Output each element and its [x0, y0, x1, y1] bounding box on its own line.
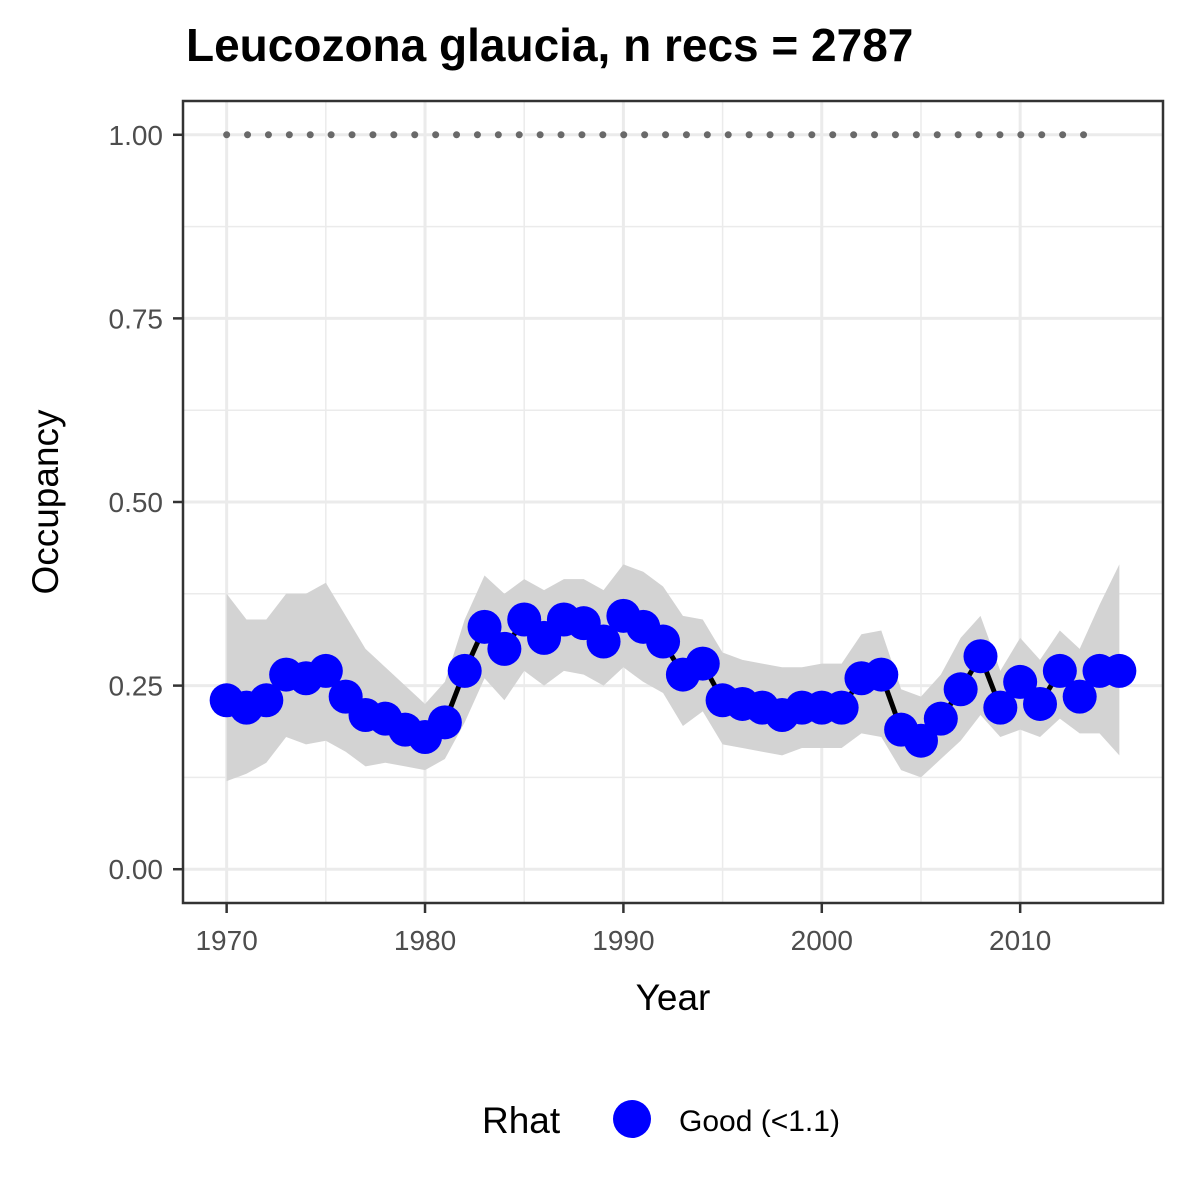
- data-point: [447, 653, 482, 688]
- data-point: [1003, 664, 1038, 699]
- y-tick-label: 1.00: [109, 120, 164, 151]
- data-point: [1042, 653, 1077, 688]
- x-axis-title: Year: [636, 977, 711, 1018]
- data-point: [983, 690, 1018, 725]
- y-tick-label: 0.50: [109, 487, 164, 518]
- data-point: [685, 646, 720, 681]
- legend-key: [613, 1100, 651, 1138]
- legend-label: Good (<1.1): [679, 1105, 840, 1138]
- x-tick-label: 1970: [195, 925, 257, 956]
- legend-title: Rhat: [482, 1100, 561, 1141]
- y-axis-title: Occupancy: [25, 409, 66, 595]
- y-tick-label: 0.00: [109, 854, 164, 885]
- x-tick-label: 1990: [592, 925, 654, 956]
- chart-title: Leucozona glaucia, n recs = 2787: [186, 19, 914, 71]
- data-point: [1062, 679, 1097, 714]
- data-point: [963, 639, 998, 674]
- legend: Rhat Good (<1.1): [482, 1100, 840, 1141]
- data-point: [646, 624, 681, 659]
- x-tick-label: 1980: [394, 925, 456, 956]
- y-tick-label: 0.75: [109, 303, 164, 334]
- data-point: [923, 701, 958, 736]
- data-point: [943, 672, 978, 707]
- data-point: [249, 683, 284, 718]
- data-point: [1102, 653, 1137, 688]
- data-point: [467, 609, 502, 644]
- x-tick-label: 2010: [989, 925, 1051, 956]
- data-point: [1023, 686, 1058, 721]
- data-point: [487, 631, 522, 666]
- y-tick-label: 0.25: [109, 671, 164, 702]
- axes: 1970 1980 1990 2000 2010 0.00 0.25 0.50 0.75 1.00: [109, 120, 1052, 956]
- grid-lines: [183, 101, 1163, 903]
- data-points: [209, 598, 1137, 758]
- data-point: [903, 723, 938, 758]
- data-point: [427, 705, 462, 740]
- data-point: [308, 653, 343, 688]
- data-point: [864, 657, 899, 692]
- data-point: [586, 624, 621, 659]
- data-point: [824, 690, 859, 725]
- x-tick-label: 2000: [791, 925, 853, 956]
